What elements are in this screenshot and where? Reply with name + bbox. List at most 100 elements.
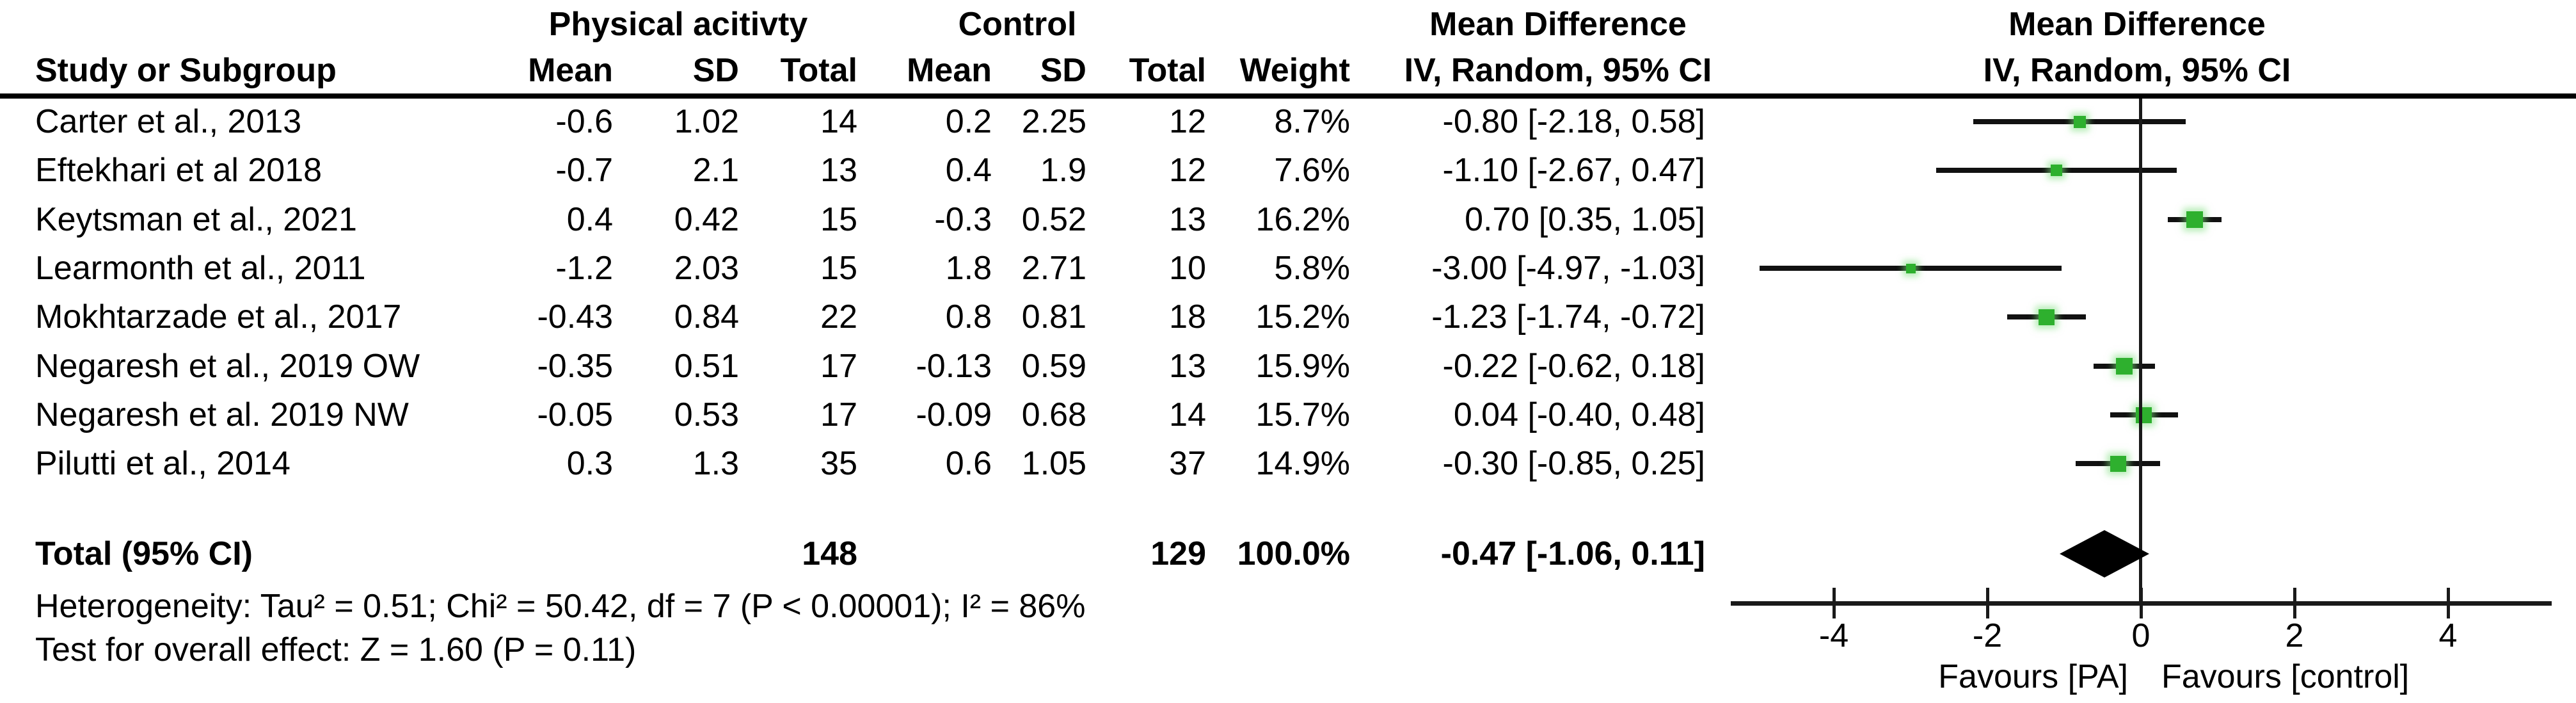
study-name: Learmonth et al., 2011: [35, 250, 366, 287]
study-pa-total: 17: [820, 348, 857, 385]
favours-pa-label: Favours [PA]: [1938, 658, 2128, 695]
study-ctrl-total: 12: [1169, 103, 1206, 140]
study-weight: 15.7%: [1255, 396, 1350, 433]
heterogeneity-stats: Heterogeneity: Tau² = 0.51; Chi² = 50.42…: [35, 588, 1086, 625]
axis-tick-label: 4: [2438, 617, 2458, 654]
study-pa-sd: 1.02: [674, 103, 739, 140]
study-ci-label: -0.22 [-0.62, 0.18]: [1442, 348, 1706, 385]
effect-marker: [2051, 165, 2062, 176]
total-weight: 100.0%: [1237, 535, 1350, 572]
study-name: Negaresh et al., 2019 OW: [35, 348, 420, 385]
study-ci-label: -3.00 [-4.97, -1.03]: [1431, 250, 1705, 287]
header-study-or-subgroup: Study or Subgroup: [35, 52, 337, 89]
study-ctrl-sd: 2.25: [1021, 103, 1086, 140]
study-pa-mean: 0.4: [566, 201, 613, 238]
study-pa-total: 15: [820, 250, 857, 287]
total-ci-text: -0.47 [-1.06, 0.11]: [1440, 535, 1705, 572]
study-name: Negaresh et al. 2019 NW: [35, 396, 409, 433]
study-ci-label: -0.30 [-0.85, 0.25]: [1442, 445, 1706, 482]
study-ctrl-total: 13: [1169, 348, 1206, 385]
axis-tick: [1833, 588, 1836, 618]
study-weight: 8.7%: [1274, 103, 1350, 140]
study-pa-mean: -0.05: [537, 396, 613, 433]
study-name: Pilutti et al., 2014: [35, 445, 290, 482]
study-pa-mean: -0.6: [555, 103, 613, 140]
axis-tick: [1986, 588, 1989, 618]
effect-marker: [1906, 264, 1916, 273]
study-pa-mean: -0.7: [555, 152, 613, 189]
header-ctrl-total: Total: [1129, 52, 1206, 89]
header-group-control: Control: [958, 6, 1077, 43]
effect-marker: [2186, 211, 2203, 228]
study-pa-mean: -1.2: [555, 250, 613, 287]
effect-marker: [2039, 309, 2055, 325]
study-weight: 5.8%: [1274, 250, 1350, 287]
overall-effect-test: Test for overall effect: Z = 1.60 (P = 0…: [35, 631, 637, 668]
study-pa-sd: 0.53: [674, 396, 739, 433]
header-pa-total: Total: [780, 52, 857, 89]
header-pa-mean: Mean: [528, 52, 613, 89]
study-ci-label: 0.04 [-0.40, 0.48]: [1453, 396, 1705, 433]
study-ctrl-sd: 1.9: [1040, 152, 1086, 189]
study-pa-sd: 0.42: [674, 201, 739, 238]
header-weight: Weight: [1239, 52, 1350, 89]
study-pa-sd: 2.03: [674, 250, 739, 287]
study-ctrl-total: 18: [1169, 298, 1206, 335]
header-divider: [0, 93, 2576, 99]
study-weight: 15.9%: [1255, 348, 1350, 385]
favours-control-label: Favours [control]: [2161, 658, 2410, 695]
study-ctrl-mean: 0.6: [945, 445, 992, 482]
effect-marker: [2116, 358, 2133, 375]
study-ctrl-mean: 1.8: [945, 250, 992, 287]
study-weight: 7.6%: [1274, 152, 1350, 189]
study-weight: 15.2%: [1255, 298, 1350, 335]
study-ctrl-sd: 0.81: [1021, 298, 1086, 335]
effect-marker: [2074, 116, 2086, 128]
study-ctrl-sd: 0.68: [1021, 396, 1086, 433]
axis-tick-label: 2: [2285, 617, 2304, 654]
study-ctrl-mean: 0.2: [945, 103, 992, 140]
study-name: Mokhtarzade et al., 2017: [35, 298, 402, 335]
study-pa-sd: 0.51: [674, 348, 739, 385]
study-pa-sd: 2.1: [692, 152, 739, 189]
study-weight: 16.2%: [1255, 201, 1350, 238]
axis-tick-label: -2: [1972, 617, 2003, 654]
study-ctrl-total: 13: [1169, 201, 1206, 238]
study-name: Keytsman et al., 2021: [35, 201, 357, 238]
axis-tick: [2447, 588, 2450, 618]
study-name: Carter et al., 2013: [35, 103, 302, 140]
study-ci-label: -1.10 [-2.67, 0.47]: [1442, 152, 1706, 189]
study-pa-total: 17: [820, 396, 857, 433]
study-pa-total: 13: [820, 152, 857, 189]
study-ctrl-mean: -0.09: [916, 396, 992, 433]
study-ctrl-sd: 0.52: [1021, 201, 1086, 238]
study-pa-total: 15: [820, 201, 857, 238]
study-ctrl-mean: 0.4: [945, 152, 992, 189]
total-ctrl-n: 129: [1150, 535, 1206, 572]
study-ctrl-mean: -0.3: [934, 201, 992, 238]
axis-tick-label: -4: [1818, 617, 1849, 654]
study-ctrl-total: 12: [1169, 152, 1206, 189]
study-pa-sd: 1.3: [692, 445, 739, 482]
axis-tick: [2293, 588, 2296, 618]
axis-tick: [2140, 588, 2143, 618]
study-ctrl-sd: 0.59: [1021, 348, 1086, 385]
study-ctrl-sd: 2.71: [1021, 250, 1086, 287]
study-ctrl-total: 10: [1169, 250, 1206, 287]
header-group-physical-activity: Physical acitivty: [548, 6, 808, 43]
header-iv-random-ci-plot: IV, Random, 95% CI: [1983, 52, 2291, 89]
summary-diamond: [2060, 530, 2149, 578]
study-ci-label: -1.23 [-1.74, -0.72]: [1431, 298, 1705, 335]
study-ctrl-sd: 1.05: [1021, 445, 1086, 482]
study-pa-mean: -0.35: [537, 348, 613, 385]
effect-marker: [2110, 456, 2126, 472]
header-iv-random-ci-column: IV, Random, 95% CI: [1404, 52, 1712, 89]
study-pa-total: 22: [820, 298, 857, 335]
study-ci-label: 0.70 [0.35, 1.05]: [1465, 201, 1705, 238]
study-pa-total: 14: [820, 103, 857, 140]
total-pa-n: 148: [802, 535, 857, 572]
axis-tick-label: 0: [2131, 617, 2151, 654]
header-ctrl-mean: Mean: [907, 52, 992, 89]
study-pa-sd: 0.84: [674, 298, 739, 335]
study-pa-total: 35: [820, 445, 857, 482]
